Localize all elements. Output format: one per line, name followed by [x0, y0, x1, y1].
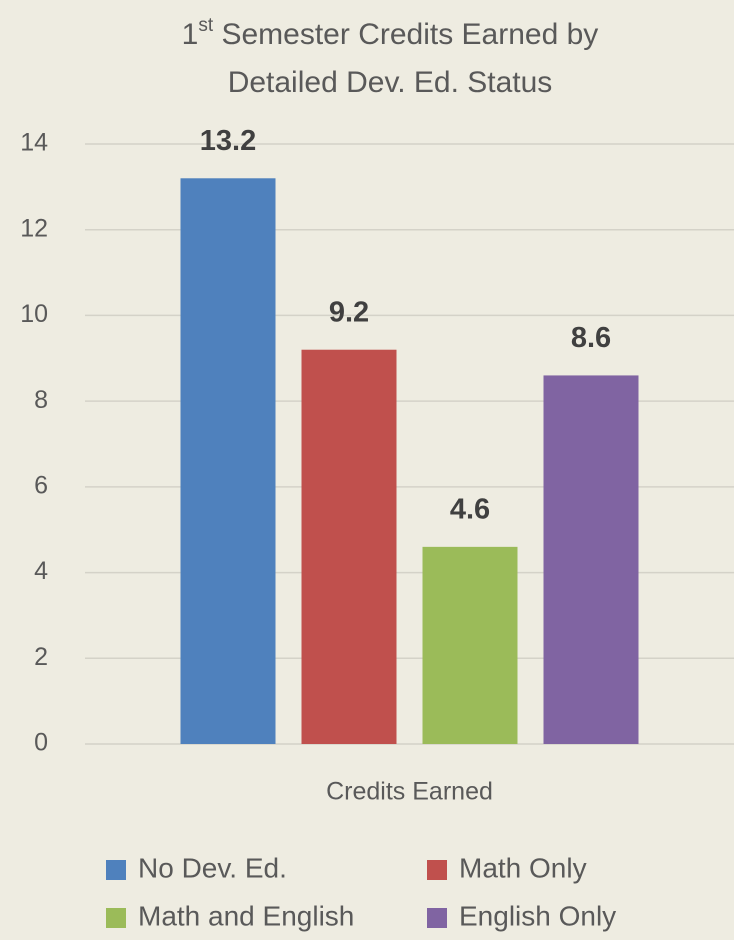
value-label: 8.6: [571, 322, 611, 354]
legend-swatch: [106, 908, 126, 928]
y-tick-label: 4: [34, 557, 48, 585]
legend-swatch: [106, 860, 126, 880]
legend-swatch: [427, 908, 447, 928]
chart-title-line2: Detailed Dev. Ed. Status: [228, 66, 553, 99]
bar: [301, 349, 397, 744]
y-tick-label: 10: [20, 300, 48, 328]
title-ordinal: st: [198, 15, 214, 36]
legend-label: Math and English: [138, 900, 354, 931]
value-label: 13.2: [200, 125, 256, 157]
legend-label: No Dev. Ed.: [138, 852, 287, 883]
y-tick-label: 0: [34, 729, 48, 757]
y-tick-label: 6: [34, 471, 48, 499]
title-number: 1: [182, 18, 199, 51]
bar: [180, 178, 276, 745]
y-tick-label: 12: [20, 214, 48, 242]
legend-label: Math Only: [459, 852, 587, 883]
bar: [543, 375, 639, 744]
bar: [422, 546, 518, 744]
title-text: Semester Credits Earned by: [213, 18, 598, 51]
y-tick-label: 8: [34, 386, 48, 414]
chart-title: 1st Semester Credits Earned by: [182, 15, 599, 51]
y-tick-label: 2: [34, 643, 48, 671]
legend-swatch: [427, 860, 447, 880]
value-label: 4.6: [450, 494, 490, 526]
value-label: 9.2: [329, 296, 369, 328]
y-tick-label: 14: [20, 129, 48, 157]
x-tick-label: Credits Earned: [326, 778, 493, 806]
legend-label: English Only: [459, 900, 616, 931]
